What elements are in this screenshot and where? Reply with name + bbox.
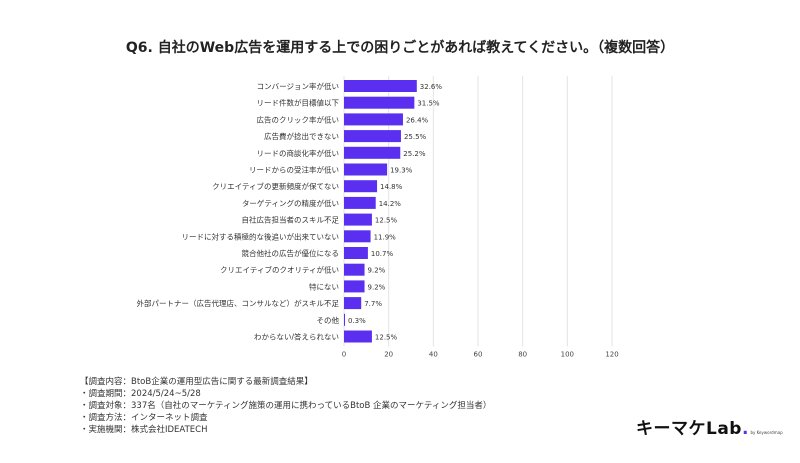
note-line: ・調査方法：インターネット調査 [80, 413, 208, 423]
x-tick-label: 60 [474, 351, 483, 359]
value-label: 25.5% [404, 133, 427, 141]
bar [344, 313, 345, 326]
bar [344, 230, 371, 243]
brand-logo: キーマケLab. by Keywordmap [636, 414, 783, 439]
x-tick-label: 120 [605, 351, 618, 359]
category-label: 広告費が捻出できない [264, 131, 339, 141]
bar [344, 330, 372, 343]
category-label: リードに対する積極的な後追いが出来ていない [182, 231, 340, 241]
value-label: 10.7% [371, 250, 394, 258]
chart-title: Q6. 自社のWeb広告を運用する上での困りごとがあれば教えてください。（複数回… [125, 40, 675, 56]
x-tick-label: 80 [518, 351, 527, 359]
category-label: ターゲティングの精度が低い [242, 198, 339, 208]
category-label: クリエイティブのクオリティが低い [220, 265, 339, 275]
category-label: 広告のクリック率が低い [257, 114, 340, 124]
category-label: 競合他社の広告が優位になる [242, 248, 340, 258]
bar [344, 146, 401, 159]
category-label: わからない/答えられない [254, 332, 339, 342]
category-label: リード件数が目標値以下 [257, 98, 340, 108]
note-line: ・調査対象：337名（自社のマーケティング施策の運用に携わっているBtoB 企業… [80, 401, 492, 411]
bar [344, 280, 365, 293]
survey-notes: 【調査内容：BtoB企業の運用型広告に関する最新調査結果】 ・調査期間：2024… [80, 376, 491, 436]
bar [344, 213, 372, 226]
value-label: 14.2% [379, 200, 402, 208]
bar [344, 130, 401, 143]
value-label: 19.3% [390, 167, 413, 175]
bar [344, 180, 378, 193]
category-label: コンバージョン率が低い [257, 81, 339, 91]
note-line: ・実施機関：株式会社IDEATECH [80, 425, 208, 435]
value-label: 25.2% [403, 150, 426, 158]
value-label: 14.8% [380, 183, 403, 191]
value-label: 9.2% [368, 283, 386, 291]
bar [344, 196, 376, 209]
bar [344, 80, 417, 92]
logo-dot: . [741, 419, 749, 439]
category-label: クリエイティブの更新頻度が保てない [212, 181, 339, 191]
x-tick-label: 40 [429, 351, 438, 359]
bar [344, 163, 388, 176]
value-label: 31.5% [417, 100, 440, 108]
category-label: 特にない [309, 281, 339, 291]
note-line: ・調査期間：2024/5/24~5/28 [80, 389, 201, 399]
category-label: リードからの受注率が低い [249, 165, 339, 175]
bar [344, 96, 415, 109]
value-label: 12.5% [375, 334, 398, 342]
bar [344, 297, 362, 310]
value-label: 12.5% [375, 217, 398, 225]
bar [344, 263, 365, 276]
note-line: 【調査内容：BtoB企業の運用型広告に関する最新調査結果】 [80, 377, 313, 387]
value-label: 9.2% [368, 267, 386, 275]
category-label: 外部パートナー（広告代理店、コンサルなど）がスキル不足 [137, 298, 340, 308]
x-tick-label: 20 [384, 351, 393, 359]
value-label: 11.9% [374, 233, 397, 241]
category-label: その他 [317, 315, 340, 325]
value-label: 7.7% [364, 300, 382, 308]
logo-subtext: by Keywordmap [750, 430, 783, 435]
bar [344, 247, 368, 259]
value-label: 26.4% [406, 116, 429, 124]
x-tick-label: 0 [342, 351, 346, 359]
value-label: 32.6% [420, 83, 443, 91]
category-label: 自社広告担当者のスキル不足 [242, 215, 340, 225]
category-label: リードの商談化率が低い [257, 148, 340, 158]
value-label: 0.3% [348, 317, 366, 325]
x-tick-label: 100 [561, 351, 574, 359]
logo-text: キーマケLab [636, 419, 742, 439]
bar [344, 113, 403, 126]
